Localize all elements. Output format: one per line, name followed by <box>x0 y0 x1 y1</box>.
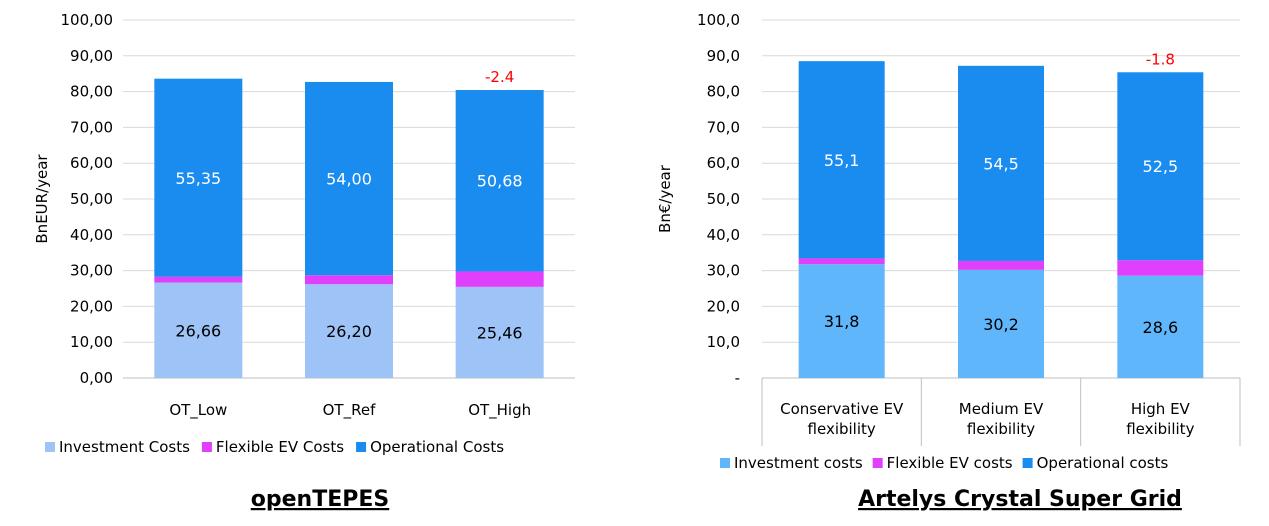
data-label: 55,35 <box>175 169 221 188</box>
x-category-label: OT_Ref <box>323 401 376 420</box>
y-tick-label: 80,00 <box>70 83 113 101</box>
legend-label: Flexible EV Costs <box>216 438 344 456</box>
legend-swatch <box>356 442 367 452</box>
y-tick-label: 90,0 <box>707 47 740 65</box>
y-tick-label: 40,00 <box>70 226 113 244</box>
x-category-label: Medium EV <box>959 400 1044 418</box>
x-category-label: OT_Low <box>169 401 227 420</box>
y-tick-label: 70,0 <box>707 118 740 136</box>
y-tick-label: 60,0 <box>707 154 740 172</box>
y-tick-label: 70,00 <box>70 118 113 136</box>
y-tick-label: 10,00 <box>70 333 113 351</box>
x-category-label: flexibility <box>1126 420 1194 438</box>
bar-segment-operational-costs <box>305 81 393 276</box>
data-label: 30,2 <box>983 315 1019 334</box>
bar-segment-investment-costs <box>154 282 243 378</box>
x-category-label: Conservative EV <box>780 400 904 418</box>
chart-footer-title: Artelys Crystal Super Grid <box>858 487 1182 512</box>
legend-label: Flexible EV costs <box>887 454 1013 472</box>
y-tick-label: 50,0 <box>707 190 740 208</box>
legend-label: Operational Costs <box>370 438 504 456</box>
y-tick-label: 0,00 <box>80 369 113 387</box>
bar-segment-investment-costs <box>455 286 544 378</box>
data-label: 52,5 <box>1143 157 1179 176</box>
y-tick-label: 30,00 <box>70 262 113 280</box>
data-label: 26,66 <box>175 321 221 340</box>
data-label: 54,5 <box>983 154 1019 173</box>
legend-label: Operational costs <box>1037 454 1169 472</box>
legend-label: Investment Costs <box>59 438 190 456</box>
bar-segment-flexible-ev-costs <box>1117 260 1204 276</box>
y-tick-label: 30,0 <box>707 262 740 280</box>
chart-footer-title: openTEPES <box>251 487 389 512</box>
bar-segment-flexible-ev-costs <box>455 271 544 287</box>
bar-segment-investment-costs <box>958 269 1044 378</box>
opentepes-chart: 0,00 10,00 20,00 30,00 40,00 50,00 60,00 70,00 8… <box>33 11 575 512</box>
bar-segment-flexible-ev-costs <box>154 276 243 283</box>
bar-segment-operational-costs <box>1117 72 1204 261</box>
y-tick-label: 80,0 <box>707 83 740 101</box>
y-tick-label: 40,0 <box>707 226 740 244</box>
delta-annotation: -1.8 <box>1146 50 1175 68</box>
bar-segment-flexible-ev-costs <box>958 260 1044 270</box>
x-category-label: flexibility <box>967 420 1035 438</box>
y-tick-label: - <box>735 369 740 387</box>
y-tick-label: 20,00 <box>70 297 113 315</box>
data-label: 54,00 <box>326 170 372 189</box>
data-label: 26,20 <box>326 322 372 341</box>
y-tick-label: 50,00 <box>70 190 113 208</box>
bar-segment-flexible-ev-costs <box>305 275 393 285</box>
bar-segment-investment-costs <box>1117 275 1204 378</box>
data-label: 50,68 <box>477 172 523 191</box>
y-tick-label: 20,0 <box>707 297 740 315</box>
y-tick-label: 90,00 <box>70 47 113 65</box>
y-tick-label: 100,0 <box>697 11 740 29</box>
bar-segment-operational-costs <box>958 65 1044 261</box>
legend-label: Investment costs <box>734 454 863 472</box>
x-category-label: OT_High <box>468 401 531 420</box>
legend-swatch <box>1022 458 1033 468</box>
delta-annotation: -2.4 <box>485 68 514 86</box>
legend-swatch <box>201 442 212 452</box>
bar-segment-investment-costs <box>798 264 885 378</box>
bar-segment-flexible-ev-costs <box>798 258 885 265</box>
y-tick-label: 60,00 <box>70 154 113 172</box>
y-tick-label: 100,00 <box>61 11 114 29</box>
y-axis-title: BnEUR/year <box>33 154 51 244</box>
x-category-label: flexibility <box>808 420 876 438</box>
data-label: 28,6 <box>1143 318 1179 337</box>
legend-swatch <box>872 458 883 468</box>
artelys-chart: - 10,0 20,0 30,0 40,0 50,0 60,0 70,0 80,0 90,0 100… <box>656 11 1241 512</box>
data-label: 25,46 <box>477 323 523 342</box>
bar-segment-operational-costs <box>154 78 243 277</box>
legend-swatch <box>45 442 55 452</box>
data-label: 55,1 <box>824 151 860 170</box>
legend-swatch <box>720 458 730 468</box>
y-axis-title: Bn€/year <box>656 164 674 233</box>
x-category-label: High EV <box>1131 400 1191 418</box>
bar-segment-operational-costs <box>798 61 885 259</box>
bar-segment-investment-costs <box>305 284 393 378</box>
bar-segment-operational-costs <box>455 90 544 272</box>
y-tick-label: 10,0 <box>707 333 740 351</box>
data-label: 31,8 <box>824 312 860 331</box>
